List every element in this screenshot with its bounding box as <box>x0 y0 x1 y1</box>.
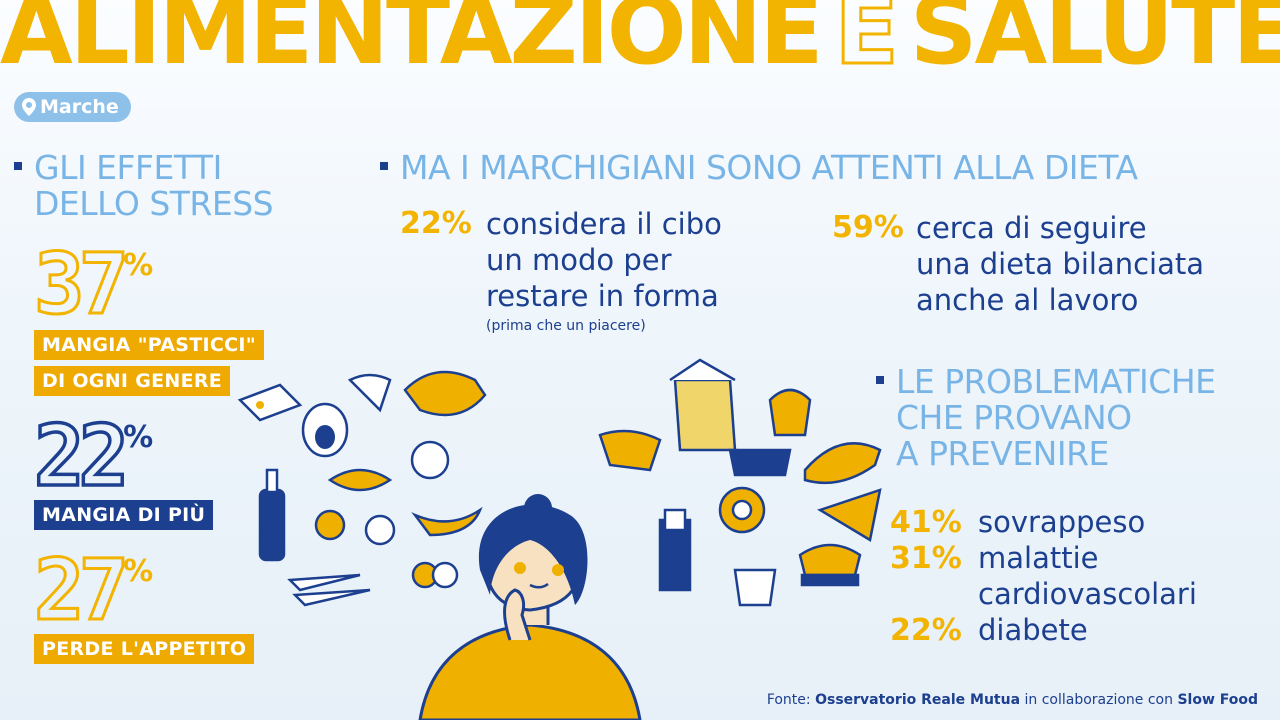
problem-value: 22% <box>890 612 962 648</box>
problem-label: cardiovascolari <box>978 577 1197 611</box>
tag-line: DI OGNI GENERE <box>34 366 231 396</box>
region-badge: Marche <box>14 92 131 122</box>
problem-label: malattie <box>978 541 1099 575</box>
stat-value: 27 <box>32 541 130 639</box>
stress-label-3: PERDE L'APPETITO <box>34 634 255 664</box>
list-item: 41% sovrappeso <box>890 504 1260 540</box>
stress-heading-line1: GLI EFFETTI <box>34 148 222 187</box>
stress-label-1: MANGIA "PASTICCI" DI OGNI GENERE <box>34 330 264 396</box>
list-item: 22% diabete <box>890 612 1260 648</box>
stress-stat-2: 22% <box>32 412 154 500</box>
title-part-1: ALIMENTAZIONE <box>0 0 824 86</box>
region-label: Marche <box>40 96 119 118</box>
bullet-icon <box>876 375 884 384</box>
tag-line: MANGIA DI PIÙ <box>34 500 214 530</box>
problem-value: 31% <box>890 540 962 576</box>
stress-heading: GLI EFFETTI DELLO STRESS <box>14 148 274 223</box>
stress-label-2: MANGIA DI PIÙ <box>34 500 214 530</box>
text-line: considera il cibo <box>486 207 722 241</box>
note: (prima che un piacere) <box>486 318 646 334</box>
heading-line: LE PROBLEMATICHE <box>896 362 1216 401</box>
stat-unit: % <box>123 248 154 283</box>
title-part-3: SALUTE <box>909 0 1280 86</box>
diet-stat-2-value: 59% <box>832 210 904 245</box>
source-prefix: Fonte: <box>766 692 811 708</box>
problem-value: 41% <box>890 504 962 540</box>
problem-label: sovrappeso <box>978 505 1146 539</box>
text-line: cerca di seguire <box>916 211 1147 245</box>
text-line: un modo per <box>486 243 672 277</box>
diet-stat-2-text: cerca di seguire una dieta bilanciata an… <box>916 210 1204 318</box>
stat-value: 22 <box>32 407 131 505</box>
diet-stat-2: 59% <box>832 210 904 245</box>
stat-value: 37 <box>32 235 130 333</box>
heading-line: A PREVENIRE <box>896 434 1109 473</box>
diet-heading: MA I MARCHIGIANI SONO ATTENTI ALLA DIETA <box>380 150 1138 186</box>
source-credit: Fonte: Osservatorio Reale Mutua in colla… <box>767 692 1258 708</box>
problems-list: 41% sovrappeso 31% malattie cardiovascol… <box>890 504 1260 648</box>
diet-stat-1: 22% <box>400 206 472 241</box>
text-line: una dieta bilanciata <box>916 247 1205 281</box>
diet-heading-text: MA I MARCHIGIANI SONO ATTENTI ALLA DIETA <box>400 148 1138 187</box>
bullet-icon <box>14 161 22 170</box>
stress-stat-1: 37% <box>32 241 154 328</box>
source-middle: in collaborazione con <box>1024 692 1173 708</box>
stat-unit: % <box>123 420 154 455</box>
page-title: ALIMENTAZIONE E SALUTE <box>0 0 1280 80</box>
stress-heading-line2: DELLO STRESS <box>34 184 274 223</box>
heading-line: CHE PROVANO <box>896 398 1132 437</box>
diet-stat-1-text: considera il cibo un modo per restare in… <box>486 206 722 338</box>
location-pin-icon <box>22 98 36 116</box>
title-part-2: E <box>833 0 900 86</box>
tag-line: PERDE L'APPETITO <box>34 634 255 664</box>
diet-stat-1-value: 22% <box>400 206 472 241</box>
woman-illustration <box>418 494 642 720</box>
stat-unit: % <box>123 554 154 589</box>
food-illustration <box>237 358 882 720</box>
right-food-group <box>598 358 882 607</box>
text-line: anche al lavoro <box>916 283 1139 317</box>
text-line: restare in forma <box>486 279 719 313</box>
list-item: 31% malattie <box>890 540 1260 576</box>
source-org-2: Slow Food <box>1177 692 1258 708</box>
tag-line: MANGIA "PASTICCI" <box>34 330 264 360</box>
problems-heading: LE PROBLEMATICHE CHE PROVANO A PREVENIRE <box>876 364 1216 472</box>
stress-stat-3: 27% <box>32 547 154 634</box>
list-item: cardiovascolari <box>890 576 1260 612</box>
left-food-group <box>237 370 487 607</box>
problem-label: diabete <box>978 613 1088 647</box>
source-org-1: Osservatorio Reale Mutua <box>815 692 1021 708</box>
bullet-icon <box>380 161 388 170</box>
